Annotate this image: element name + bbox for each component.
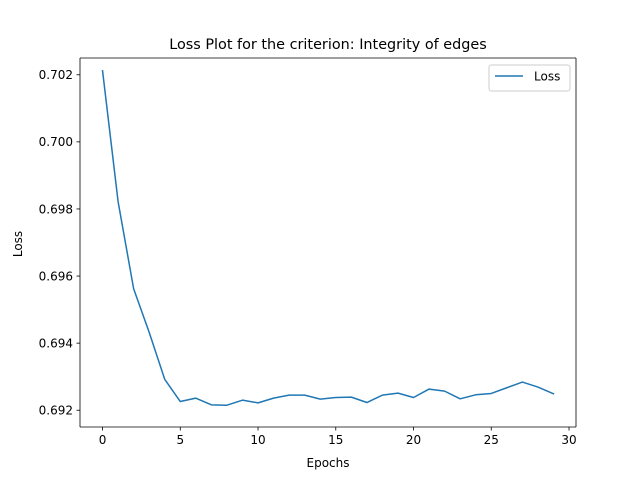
x-tick-label: 15 xyxy=(328,433,343,447)
x-tick-label: 25 xyxy=(484,433,499,447)
y-axis-label: Loss xyxy=(11,231,25,257)
y-tick-label: 0.700 xyxy=(39,135,73,149)
x-tick-label: 0 xyxy=(99,433,107,447)
x-tick-label: 20 xyxy=(406,433,421,447)
y-tick-label: 0.696 xyxy=(39,269,73,283)
y-tick-label: 0.692 xyxy=(39,404,73,418)
y-tick-label: 0.694 xyxy=(39,336,73,350)
x-tick-label: 30 xyxy=(561,433,576,447)
x-axis-label: Epochs xyxy=(307,456,350,470)
legend-label: Loss xyxy=(534,69,560,83)
x-tick-label: 5 xyxy=(176,433,184,447)
x-tick-label: 10 xyxy=(250,433,265,447)
legend: Loss xyxy=(488,64,571,92)
y-tick-label: 0.702 xyxy=(39,68,73,82)
series-line-0 xyxy=(101,69,555,406)
chart-title: Loss Plot for the criterion: Integrity o… xyxy=(169,37,487,53)
y-tick-label: 0.698 xyxy=(39,202,73,216)
legend-frame xyxy=(488,64,571,92)
plot-area: 0 5 10 15 20 25 30 0.692 0.694 0.696 0.698 0.700 0.7… xyxy=(39,57,577,447)
